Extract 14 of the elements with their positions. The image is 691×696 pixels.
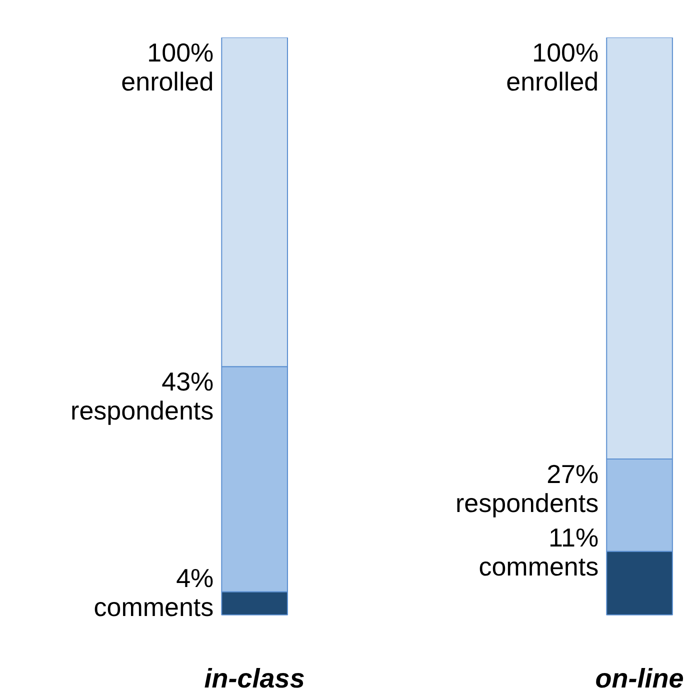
annotation: 27% xyxy=(546,458,599,489)
annotation: 100% xyxy=(147,38,214,68)
annotation: 100% xyxy=(532,38,599,68)
x-tick-label: on-line xyxy=(595,664,684,694)
annotation: 11% xyxy=(548,522,599,552)
annotation: 4% xyxy=(176,562,214,593)
x-tick-label: in-class xyxy=(204,664,305,694)
series-label: enrolled xyxy=(121,66,214,96)
series-label: comments xyxy=(478,551,599,582)
text: comments xyxy=(94,592,214,622)
text: respondents xyxy=(70,396,214,426)
text: enrolled xyxy=(506,66,599,96)
annotation: 43% xyxy=(162,366,214,397)
series-label: respondents xyxy=(456,488,599,518)
